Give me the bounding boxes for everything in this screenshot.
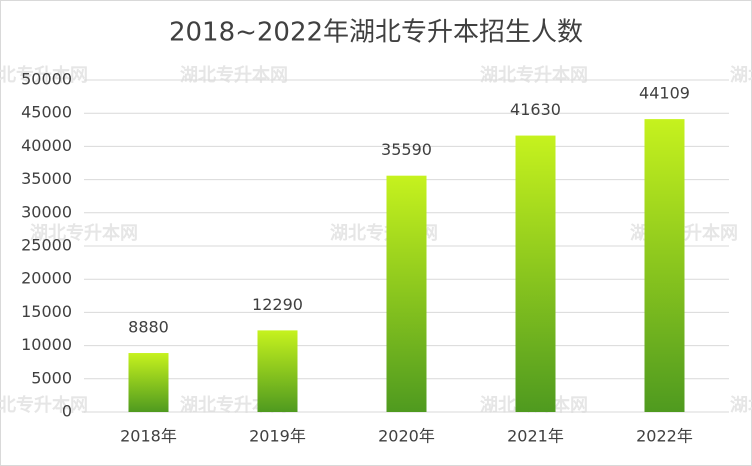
x-tick-label: 2018年	[120, 427, 177, 446]
bar	[128, 353, 169, 412]
y-tick-label: 0	[62, 402, 72, 421]
data-label: 12290	[252, 295, 303, 314]
y-tick-label: 50000	[21, 70, 72, 89]
bar	[515, 135, 556, 413]
watermark: 湖北专升本网	[30, 222, 138, 244]
watermark: 湖北专升本网	[730, 394, 752, 416]
data-label: 35590	[381, 140, 432, 159]
x-tick-label: 2020年	[378, 427, 435, 446]
y-tick-label: 35000	[21, 169, 72, 188]
bar	[644, 119, 685, 412]
x-tick-label: 2022年	[636, 427, 693, 446]
y-tick-label: 15000	[21, 302, 72, 321]
bar	[386, 175, 427, 412]
x-tick-label: 2019年	[249, 427, 306, 446]
y-tick-label: 30000	[21, 202, 72, 221]
watermark: 湖北专升本网	[180, 64, 288, 86]
x-tick-label: 2021年	[507, 427, 564, 446]
y-tick-label: 5000	[31, 368, 72, 387]
watermark: 湖北专升本网	[0, 64, 88, 86]
y-tick-label: 25000	[21, 236, 72, 255]
watermark: 湖北专升本网	[480, 64, 588, 86]
y-tick-label: 10000	[21, 335, 72, 354]
data-label: 41630	[510, 100, 561, 119]
data-label: 8880	[128, 318, 169, 337]
y-tick-label: 45000	[21, 103, 72, 122]
watermark: 湖北专升本网	[730, 64, 752, 86]
watermark: 湖北专升本网	[0, 394, 88, 416]
y-tick-label: 40000	[21, 136, 72, 155]
chart-title: 2018~2022年湖北专升本招生人数	[169, 18, 583, 48]
y-tick-label: 20000	[21, 269, 72, 288]
data-label: 44109	[639, 84, 690, 103]
bar	[257, 330, 298, 412]
